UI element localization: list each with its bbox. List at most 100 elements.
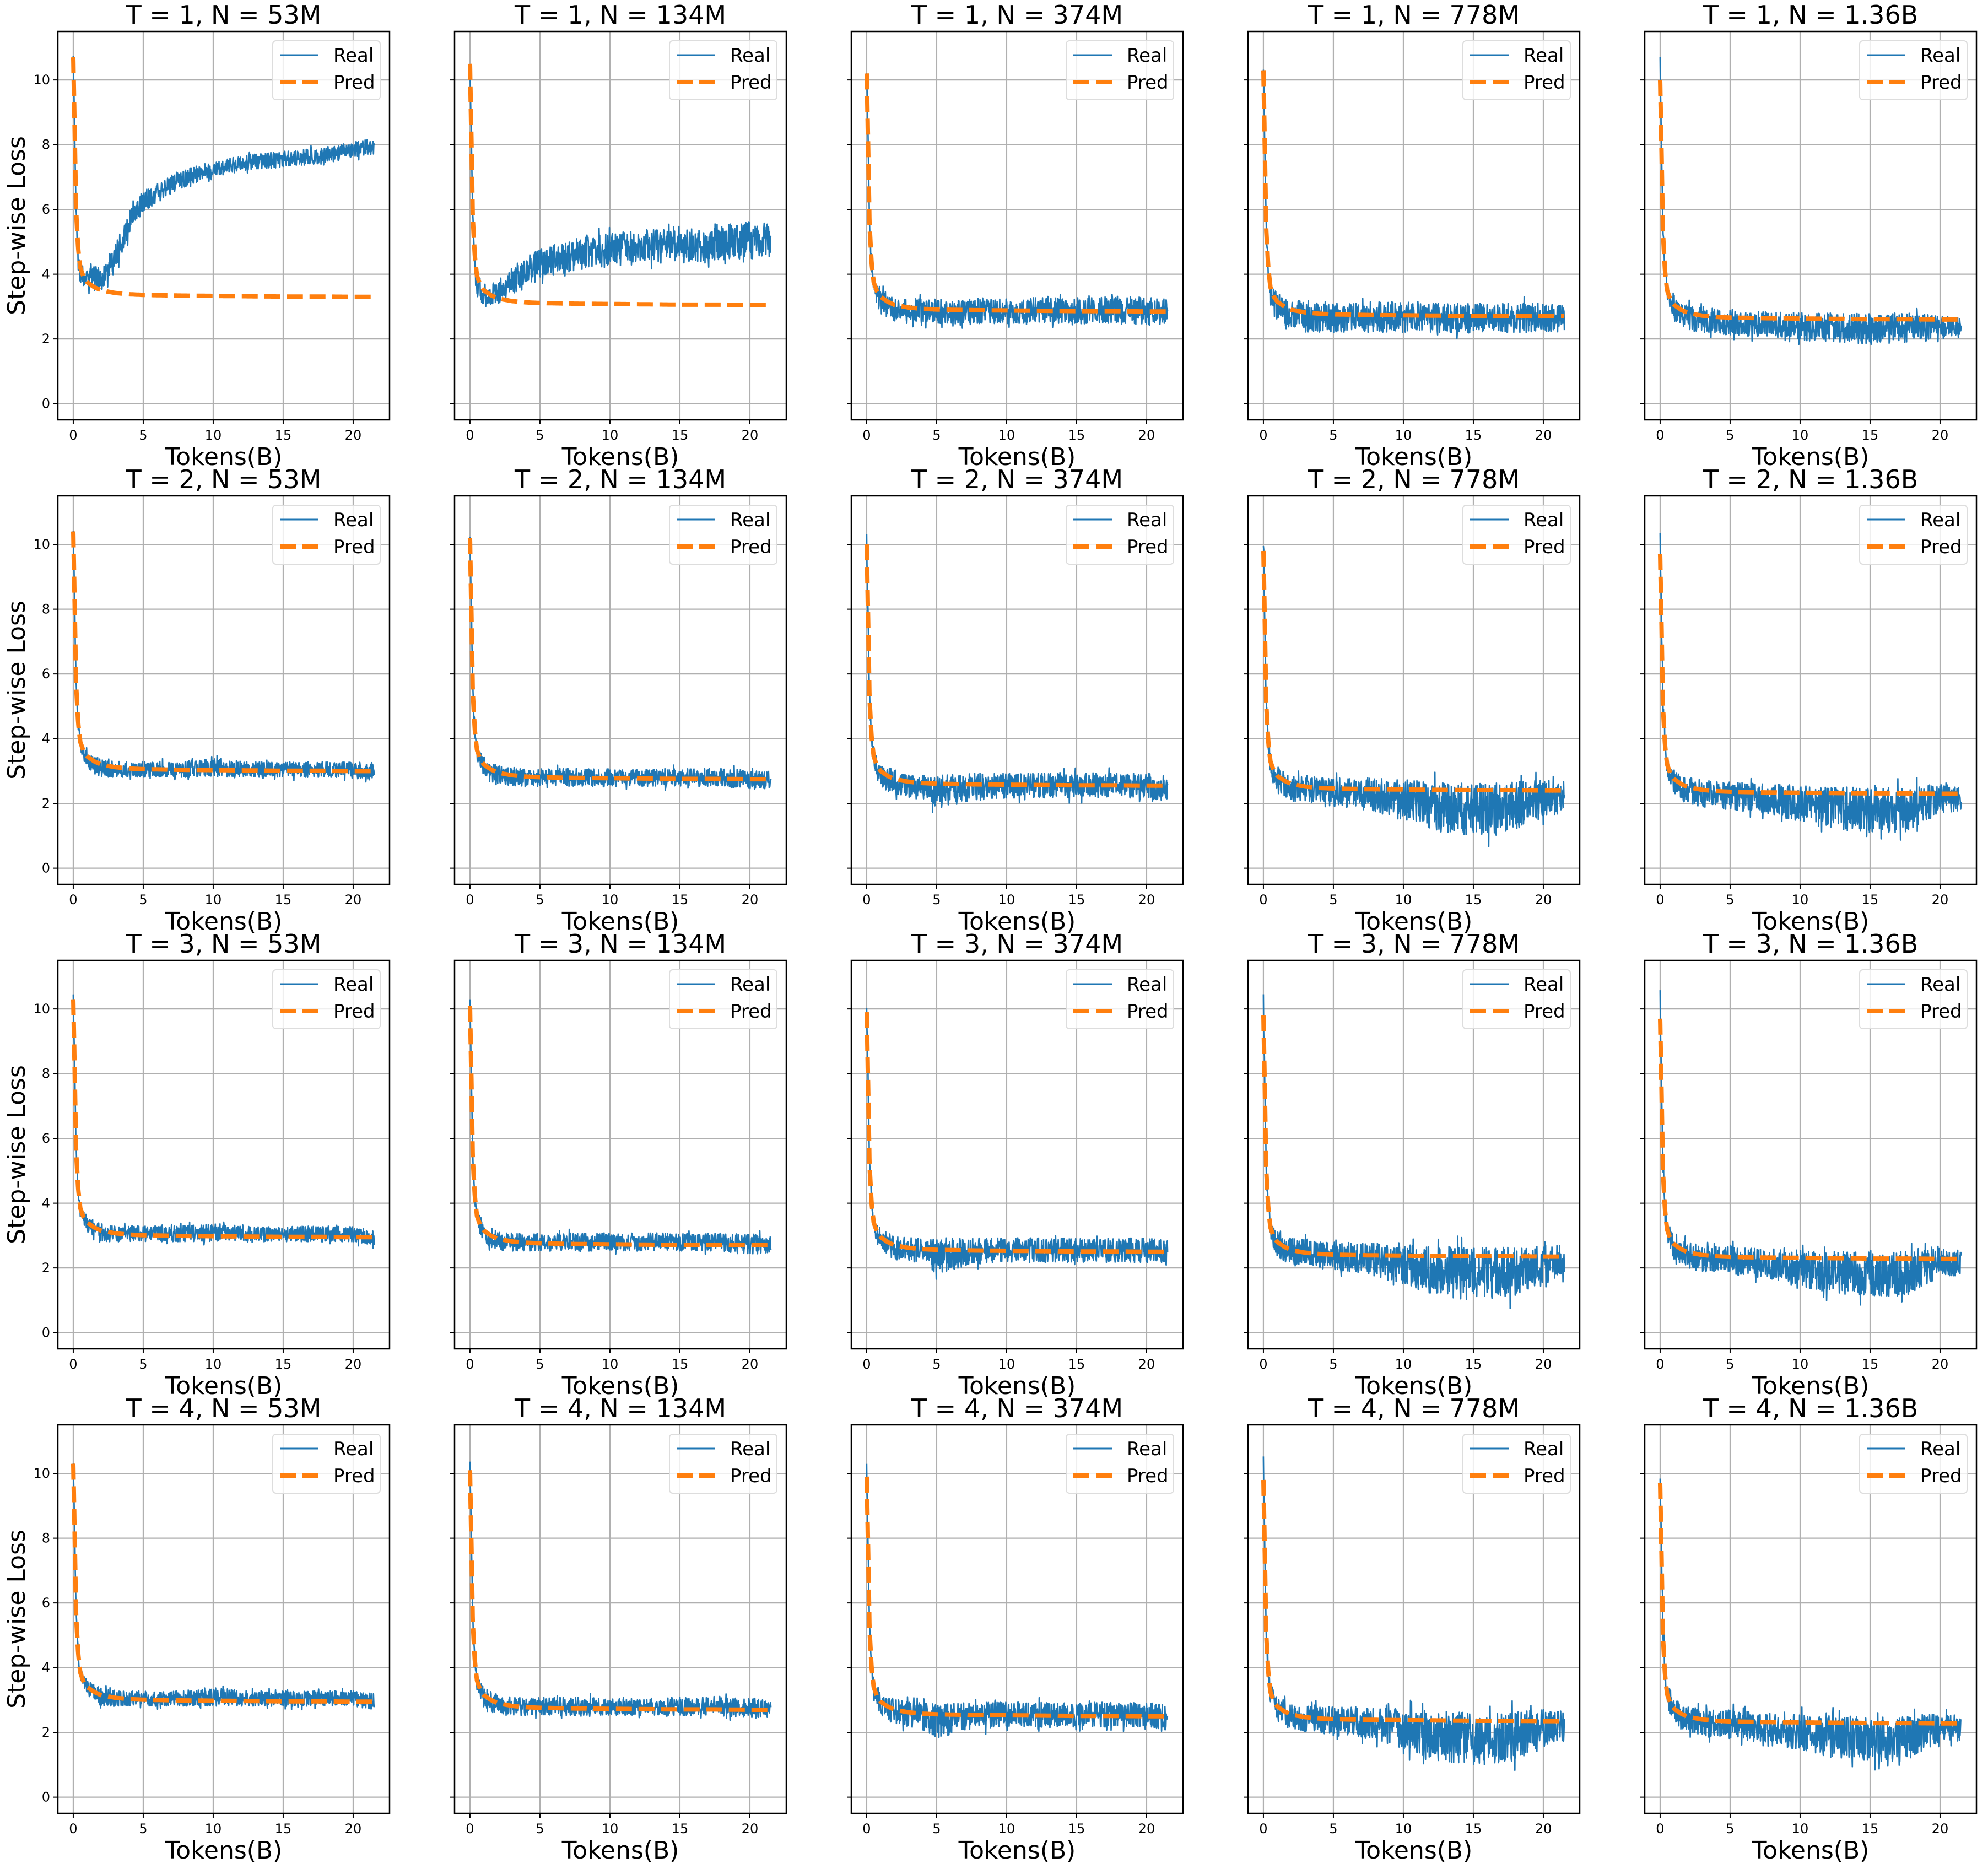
x-tick-label: 10 xyxy=(998,428,1015,443)
x-axis-label: Tokens(B) xyxy=(958,1836,1076,1865)
legend-real-label: Real xyxy=(730,45,770,67)
x-tick-label: 20 xyxy=(1932,1357,1949,1372)
x-tick-label: 10 xyxy=(602,1821,619,1836)
subplot-title: T = 4, N = 134M xyxy=(514,1393,726,1423)
axes-frame xyxy=(453,495,787,885)
real-loss-line xyxy=(866,73,1169,329)
x-axis-label: Tokens(B) xyxy=(1355,1372,1473,1400)
subplot-title: T = 4, N = 53M xyxy=(126,1393,322,1423)
y-axis-label: Step-wise Loss xyxy=(3,1530,31,1709)
x-tick-label: 10 xyxy=(205,428,222,443)
legend-real-label: Real xyxy=(1127,974,1167,996)
axes-frame xyxy=(1247,1424,1581,1814)
x-axis-label: Tokens(B) xyxy=(561,443,679,471)
pred-loss-line xyxy=(467,538,771,782)
x-tick-label: 15 xyxy=(1862,428,1879,443)
real-loss-line xyxy=(72,56,375,295)
x-tick-label: 15 xyxy=(1862,892,1879,908)
legend-real-label: Real xyxy=(1920,974,1960,996)
x-tick-label: 15 xyxy=(1862,1357,1879,1372)
real-loss-line xyxy=(1262,69,1565,339)
x-tick-label: 5 xyxy=(536,428,544,443)
legend-pred-label: Pred xyxy=(730,1001,772,1023)
y-tick-label: 6 xyxy=(42,1131,50,1146)
legend-real-label: Real xyxy=(333,1438,374,1460)
x-tick-label: 0 xyxy=(1656,1821,1664,1836)
x-tick-label: 0 xyxy=(1259,1357,1267,1372)
legend-pred-label: Pred xyxy=(333,536,375,558)
real-loss-line xyxy=(1262,545,1565,847)
legend-real-label: Real xyxy=(1127,1438,1167,1460)
subplot: 0 5 10 15 20 T = 2, N = 1.36B Tokens(B) Real Pre… xyxy=(1640,464,1978,936)
x-axis-label: Tokens(B) xyxy=(561,1836,679,1865)
x-tick-label: 20 xyxy=(1138,1821,1155,1836)
real-loss-line xyxy=(1659,533,1962,841)
x-tick-label: 15 xyxy=(1068,1821,1085,1836)
x-tick-label: 0 xyxy=(69,1821,77,1836)
axes-frame xyxy=(1247,30,1581,421)
legend: Real Pred xyxy=(669,969,777,1029)
x-tick-label: 5 xyxy=(139,1821,147,1836)
x-tick-label: 20 xyxy=(1535,1821,1552,1836)
x-tick-label: 0 xyxy=(862,1821,871,1836)
x-tick-label: 10 xyxy=(602,892,619,908)
x-axis-label: Tokens(B) xyxy=(561,1372,679,1400)
x-tick-label: 10 xyxy=(1792,1821,1809,1836)
legend-pred-label: Pred xyxy=(1524,72,1565,94)
axes-frame xyxy=(1247,495,1581,885)
y-tick-label: 2 xyxy=(42,1725,50,1740)
legend: Real Pred xyxy=(1066,969,1174,1029)
legend-real-label: Real xyxy=(1127,509,1167,531)
x-tick-label: 15 xyxy=(672,428,689,443)
legend: Real Pred xyxy=(1859,40,1968,100)
x-axis-label: Tokens(B) xyxy=(1355,908,1473,936)
legend-pred-label: Pred xyxy=(1524,536,1565,558)
subplot: 0 5 10 15 20 T = 1, N = 1.36B Tokens(B) Real Pre… xyxy=(1640,0,1978,471)
pred-loss-line xyxy=(1261,70,1565,318)
legend-pred-label: Pred xyxy=(333,1001,375,1023)
x-tick-label: 5 xyxy=(1329,428,1337,443)
x-tick-label: 10 xyxy=(205,1357,222,1372)
subplot-title: T = 1, N = 374M xyxy=(911,0,1123,30)
x-tick-label: 15 xyxy=(1465,892,1482,908)
subplot: 0 5 10 15 20 T = 3, N = 778M Tokens(B) Real Pred xyxy=(1244,929,1581,1400)
y-tick-label: 2 xyxy=(42,331,50,347)
x-tick-label: 15 xyxy=(1068,1357,1085,1372)
legend-pred-label: Pred xyxy=(1127,536,1169,558)
y-tick-label: 8 xyxy=(42,1531,50,1546)
axes-frame xyxy=(1644,30,1978,421)
pred-loss-line xyxy=(864,1012,1168,1254)
y-tick-label: 6 xyxy=(42,202,50,217)
legend-real-label: Real xyxy=(730,974,770,996)
x-axis-label: Tokens(B) xyxy=(1752,1836,1870,1865)
y-tick-label: 0 xyxy=(42,396,50,412)
subplot-title: T = 4, N = 374M xyxy=(911,1393,1123,1423)
x-tick-label: 20 xyxy=(1138,892,1155,908)
axes-frame xyxy=(1247,959,1581,1350)
x-tick-label: 15 xyxy=(275,1357,292,1372)
subplot: 0 5 10 15 20 T = 3, N = 1.36B Tokens(B) Real Pre… xyxy=(1640,929,1978,1400)
x-tick-label: 15 xyxy=(275,1821,292,1836)
subplot: 0 5 10 15 20 T = 2, N = 778M Tokens(B) Real Pred xyxy=(1244,464,1581,936)
pred-loss-line xyxy=(1657,1018,1962,1261)
subplot-title: T = 3, N = 778M xyxy=(1308,929,1520,959)
legend: Real Pred xyxy=(1462,969,1571,1029)
legend-pred-label: Pred xyxy=(1524,1001,1565,1023)
y-tick-label: 6 xyxy=(42,666,50,682)
pred-loss-line xyxy=(71,1463,375,1704)
x-tick-label: 0 xyxy=(862,428,871,443)
subplot-title: T = 2, N = 778M xyxy=(1308,464,1520,494)
x-tick-label: 0 xyxy=(1259,428,1267,443)
pred-loss-line xyxy=(1261,1015,1565,1259)
x-axis-label: Tokens(B) xyxy=(165,1836,283,1865)
legend: Real Pred xyxy=(272,1434,381,1494)
y-tick-label: 4 xyxy=(42,731,50,747)
x-tick-label: 5 xyxy=(536,1357,544,1372)
subplot: 0 5 10 15 20 T = 4, N = 1.36B Tokens(B) Real Pre… xyxy=(1640,1393,1978,1865)
x-tick-label: 0 xyxy=(1656,428,1664,443)
legend-pred-label: Pred xyxy=(1524,1465,1565,1487)
real-loss-line xyxy=(469,537,772,791)
legend-pred-label: Pred xyxy=(1920,72,1962,94)
legend-real-label: Real xyxy=(1920,45,1960,67)
